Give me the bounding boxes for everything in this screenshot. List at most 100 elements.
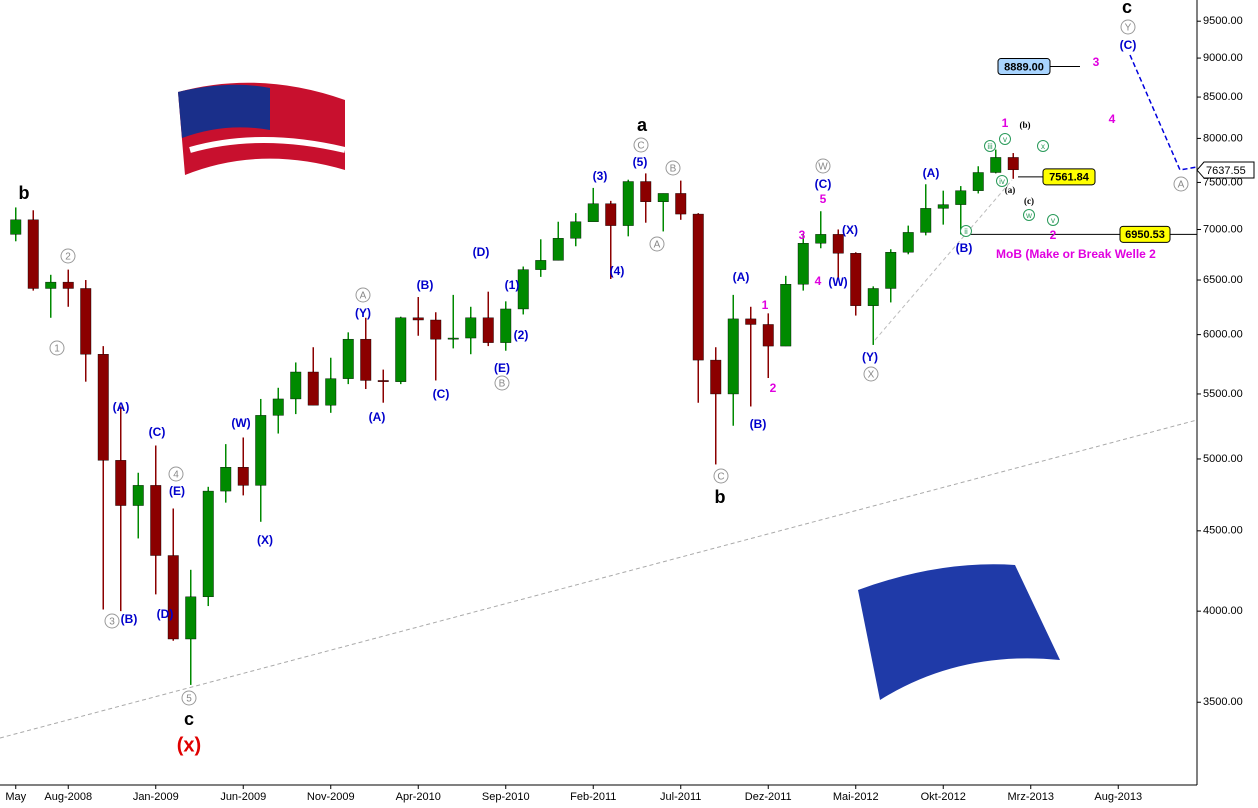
x-tick-label: Mai-2012 — [833, 791, 879, 803]
wave-label: iii — [987, 142, 993, 151]
wave-label: a — [637, 115, 648, 135]
y-tick-label: 4500.00 — [1203, 525, 1243, 537]
x-tick-label: Jan-2009 — [133, 791, 179, 803]
x-tick-label: Feb-2011 — [570, 791, 616, 803]
candle-body — [132, 485, 144, 506]
label-circle — [815, 158, 831, 174]
label-circle — [494, 375, 510, 391]
wave-label: 5 — [186, 694, 192, 705]
candle-body — [955, 190, 967, 205]
wave-label: 1 — [762, 298, 769, 312]
wave-label: C — [637, 141, 644, 152]
candle-body — [797, 243, 809, 285]
label-circle — [355, 287, 371, 303]
wave-label: 3 — [799, 228, 806, 242]
wave-label: 1 — [1002, 116, 1009, 130]
wave-label: (X) — [257, 533, 273, 547]
y-tick-label: 3500.00 — [1203, 696, 1243, 708]
wave-label: b — [715, 487, 726, 507]
candle-body — [447, 337, 459, 340]
candle-body — [272, 398, 284, 416]
wave-label: X — [868, 370, 875, 381]
y-tick-label: 5000.00 — [1203, 453, 1243, 465]
level-label: 8889.00 — [1004, 61, 1044, 73]
candle-body — [290, 371, 302, 400]
wave-label: (W) — [231, 416, 250, 430]
candle-body — [80, 288, 92, 355]
candle-body — [990, 157, 1002, 173]
x-tick-label: Jun-2009 — [220, 791, 266, 803]
label-circle — [984, 140, 996, 152]
candle-body — [815, 234, 827, 244]
wave-label: b — [19, 183, 30, 203]
wave-label: (4) — [610, 264, 625, 278]
wave-label: B — [670, 164, 677, 175]
wave-label: (D) — [473, 245, 490, 259]
x-tick-label: Aug-2013 — [1094, 791, 1142, 803]
candle-body — [762, 324, 774, 347]
label-circle — [863, 366, 879, 382]
level-box — [1119, 225, 1171, 243]
flag-canton — [178, 84, 270, 138]
y-tick-label: 6000.00 — [1203, 329, 1243, 341]
x-tick-label: Apr-2010 — [396, 791, 441, 803]
wave-label: (Y) — [862, 350, 878, 364]
label-circle — [649, 236, 665, 252]
y-tick-label: 6500.00 — [1203, 274, 1243, 286]
candle-body — [920, 208, 932, 233]
candle-body — [902, 232, 914, 253]
wave-label: 2 — [65, 252, 71, 263]
wave-label: (C) — [149, 425, 166, 439]
label-circle — [1047, 214, 1059, 226]
wave-label: (A) — [923, 166, 940, 180]
wave-label: (B) — [121, 612, 138, 626]
wave-label: 1 — [54, 344, 60, 355]
y-tick-label: 4000.00 — [1203, 605, 1243, 617]
wave-label: (Y) — [355, 306, 371, 320]
candle-body — [745, 318, 757, 325]
wave-label: ii — [964, 227, 968, 236]
candle-body — [832, 234, 844, 254]
label-circle — [104, 613, 120, 629]
label-circle — [49, 340, 65, 356]
candle-body — [342, 338, 354, 379]
label-circle — [181, 690, 197, 706]
x-tick-label: Nov-2009 — [307, 791, 355, 803]
flag-stripe — [189, 137, 346, 153]
candle-body — [97, 354, 109, 461]
candle-body — [850, 253, 862, 306]
wave-label: 4 — [1109, 112, 1116, 126]
wave-label: (2) — [514, 328, 529, 342]
candle-body — [27, 219, 39, 289]
projection-line — [1129, 54, 1198, 171]
wave-label: c — [184, 709, 194, 729]
x-tick-label: May — [5, 791, 26, 803]
level-label: 7561.84 — [1049, 172, 1090, 184]
label-circle — [999, 133, 1011, 145]
wave-label: v — [1003, 135, 1007, 144]
candle-body — [430, 319, 442, 340]
wave-label: A — [1178, 180, 1185, 191]
wave-label: v — [1051, 216, 1055, 225]
flag — [858, 564, 1060, 700]
wave-label: (E) — [169, 484, 185, 498]
label-circle — [60, 248, 76, 264]
wave-label: (C) — [815, 177, 832, 191]
candle-body — [185, 596, 197, 640]
wave-label: (A) — [113, 400, 130, 414]
wave-label: C — [717, 472, 724, 483]
wave-label: (3) — [593, 169, 608, 183]
candle-body — [150, 485, 162, 556]
wave-label: 3 — [109, 617, 115, 628]
wave-label: 5 — [820, 192, 827, 206]
candle-body — [885, 252, 897, 289]
candle-body — [1007, 157, 1019, 171]
candle-body — [237, 467, 249, 486]
candle-body — [465, 317, 477, 339]
y-tick-label: 8500.00 — [1203, 91, 1243, 103]
label-circle — [1023, 209, 1035, 221]
wave-label: (a) — [1005, 185, 1016, 195]
wave-label: 2 — [1050, 228, 1057, 242]
logo — [178, 82, 346, 175]
